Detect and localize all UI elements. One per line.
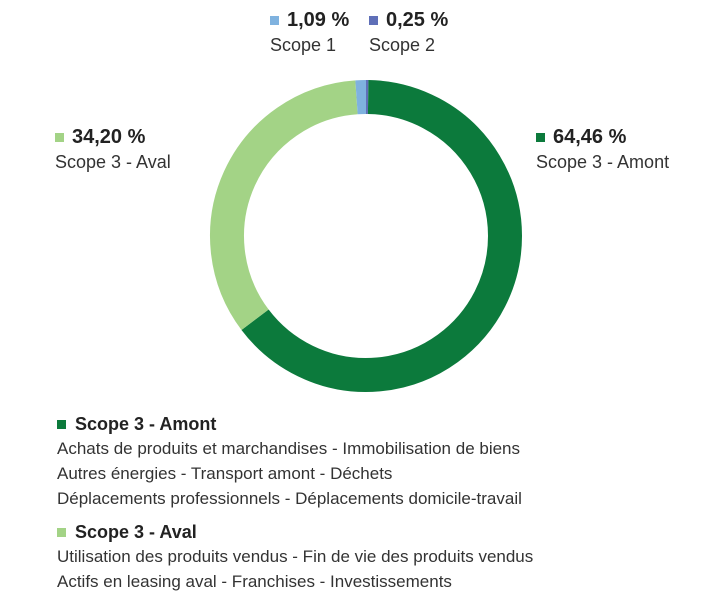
scope-3-amont-swatch bbox=[536, 133, 545, 142]
scope-1-value: 1,09 % bbox=[287, 10, 349, 30]
legend-aval-title: Scope 3 - Aval bbox=[75, 520, 197, 544]
legend-amont-title: Scope 3 - Amont bbox=[75, 412, 216, 436]
scope-1-swatch bbox=[270, 16, 279, 25]
scope-3-amont-value: 64,46 % bbox=[553, 127, 626, 147]
legend-group-aval: Scope 3 - Aval Utilisation des produits … bbox=[57, 520, 707, 594]
scope-1-label: Scope 1 bbox=[270, 36, 349, 54]
callout-scope-3-aval: 34,20 % Scope 3 - Aval bbox=[55, 127, 171, 171]
callout-scope-2: 0,25 % Scope 2 bbox=[369, 10, 448, 54]
donut-slice-scope-3-amont bbox=[255, 97, 505, 375]
scope-3-aval-value: 34,20 % bbox=[72, 127, 145, 147]
scope-2-value: 0,25 % bbox=[386, 10, 448, 30]
scope-2-swatch bbox=[369, 16, 378, 25]
legend: Scope 3 - Amont Achats de produits et ma… bbox=[57, 412, 707, 603]
scope-2-label: Scope 2 bbox=[369, 36, 448, 54]
legend-aval-line-1: Utilisation des produits vendus - Fin de… bbox=[57, 544, 707, 569]
scope-3-amont-label: Scope 3 - Amont bbox=[536, 153, 669, 171]
legend-group-amont: Scope 3 - Amont Achats de produits et ma… bbox=[57, 412, 707, 511]
legend-aval-swatch bbox=[57, 528, 66, 537]
callout-scope-3-amont: 64,46 % Scope 3 - Amont bbox=[536, 127, 669, 171]
legend-aval-line-2: Actifs en leasing aval - Franchises - In… bbox=[57, 569, 707, 594]
callout-scope-1: 1,09 % Scope 1 bbox=[270, 10, 349, 54]
legend-amont-line-1: Achats de produits et marchandises - Imm… bbox=[57, 436, 707, 461]
scope-3-aval-label: Scope 3 - Aval bbox=[55, 153, 171, 171]
legend-amont-line-3: Déplacements professionnels - Déplacemen… bbox=[57, 486, 707, 511]
scope-3-aval-swatch bbox=[55, 133, 64, 142]
legend-amont-line-2: Autres énergies - Transport amont - Déch… bbox=[57, 461, 707, 486]
legend-amont-swatch bbox=[57, 420, 66, 429]
donut-slice-scope-3-aval bbox=[227, 97, 356, 319]
